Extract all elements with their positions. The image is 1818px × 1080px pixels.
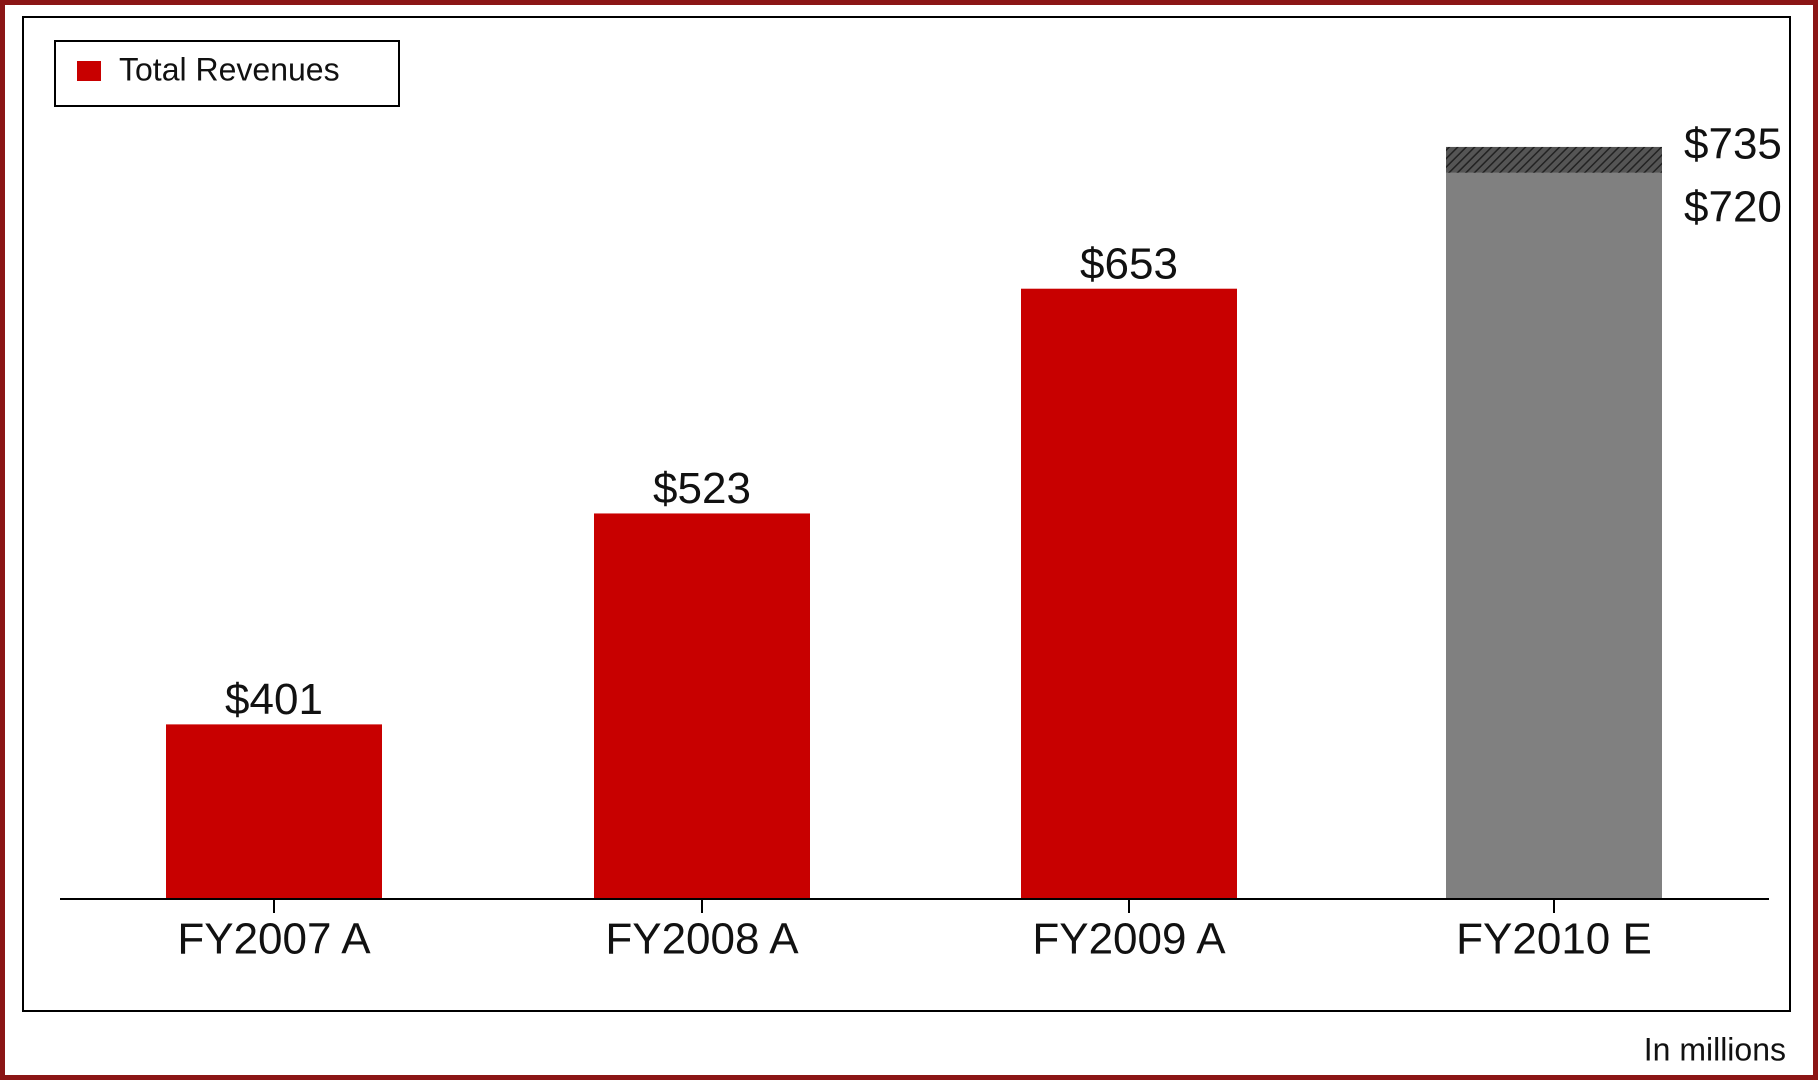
estimate-range bbox=[1446, 146, 1662, 173]
bar bbox=[1446, 172, 1662, 899]
legend-swatch bbox=[77, 61, 101, 81]
x-tick-label: FY2009 A bbox=[1032, 915, 1226, 964]
plot-frame bbox=[22, 16, 1791, 1012]
note: In millions bbox=[1644, 1031, 1786, 1067]
value-label: $401 bbox=[225, 675, 323, 724]
x-tick-label: FY2008 A bbox=[605, 915, 799, 964]
bar bbox=[166, 724, 382, 899]
legend-label: Total Revenues bbox=[119, 51, 340, 87]
legend-box bbox=[54, 40, 400, 107]
bar bbox=[1021, 288, 1237, 899]
x-tick-label: FY2010 E bbox=[1456, 915, 1652, 964]
value-label: $653 bbox=[1080, 239, 1178, 288]
bar bbox=[594, 513, 810, 899]
value-label: $720 bbox=[1684, 182, 1782, 231]
x-tick-label: FY2007 A bbox=[177, 915, 371, 964]
value-label: $523 bbox=[653, 464, 751, 513]
estimate-high-label: $735 bbox=[1684, 120, 1782, 169]
